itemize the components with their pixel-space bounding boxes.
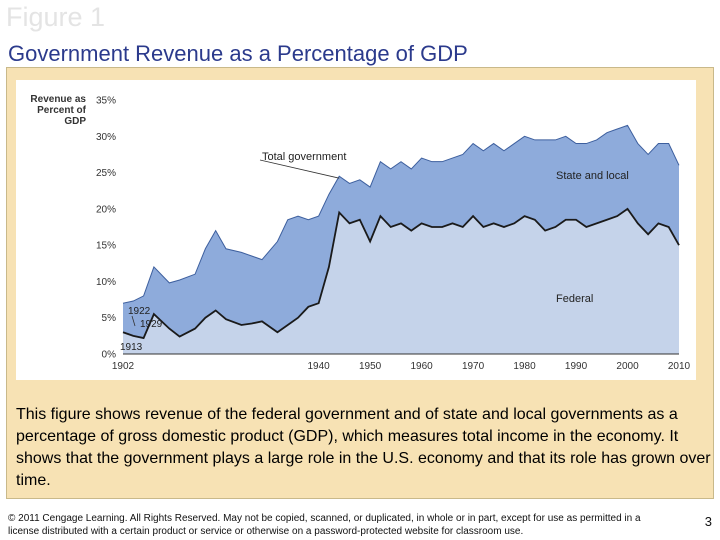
figure-label: Figure 1 bbox=[6, 2, 106, 32]
year-1922-leader-line bbox=[131, 315, 136, 327]
y-tick-label: 0% bbox=[102, 350, 117, 361]
x-tick-label: 1940 bbox=[308, 361, 331, 372]
page-number: 3 bbox=[704, 514, 712, 529]
total-government-leader-line bbox=[259, 159, 340, 179]
total-government-line bbox=[122, 124, 680, 304]
revenue-chart: 0% 5% 10% 15% 20% 25% 30% 35% 1902 1940 1950 1960 1… bbox=[16, 80, 696, 380]
state-and-local-label: State and local bbox=[556, 170, 629, 182]
y-tick-label: 10% bbox=[96, 277, 116, 288]
state-and-local-area bbox=[123, 125, 679, 339]
y-axis-ticks: 0% 5% 10% 15% 20% 25% 30% 35% bbox=[96, 96, 116, 361]
x-tick-label: 2000 bbox=[616, 361, 639, 372]
y-axis-label-line-3: GDP bbox=[64, 116, 86, 127]
copyright-footer: © 2011 Cengage Learning. All Rights Rese… bbox=[8, 513, 641, 537]
y-tick-label: 25% bbox=[96, 168, 116, 179]
y-axis-label-line-2: Percent of bbox=[37, 105, 87, 116]
x-tick-label: 2010 bbox=[668, 361, 691, 372]
x-tick-label: 1950 bbox=[359, 361, 382, 372]
y-tick-label: 5% bbox=[102, 313, 117, 324]
total-government-label: Total government bbox=[262, 151, 346, 163]
federal-label: Federal bbox=[556, 293, 593, 305]
x-tick-label: 1980 bbox=[513, 361, 536, 372]
x-tick-label: 1902 bbox=[112, 361, 135, 372]
y-tick-label: 20% bbox=[96, 204, 116, 215]
federal-line bbox=[122, 207, 680, 340]
x-axis-ticks: 1902 1940 1950 1960 1970 1980 1990 2000 2010 bbox=[112, 361, 691, 372]
year-1922-label: 1922 bbox=[128, 306, 151, 317]
x-tick-label: 1990 bbox=[565, 361, 588, 372]
year-1929-label: 1929 bbox=[140, 319, 163, 330]
y-tick-label: 35% bbox=[96, 96, 116, 107]
x-tick-label: 1970 bbox=[462, 361, 485, 372]
y-tick-label: 30% bbox=[96, 132, 116, 143]
federal-area bbox=[123, 208, 679, 354]
x-tick-label: 1960 bbox=[410, 361, 433, 372]
y-tick-label: 15% bbox=[96, 241, 116, 252]
figure-caption: This figure shows revenue of the federal… bbox=[16, 406, 711, 489]
slide-title: Government Revenue as a Percentage of GD… bbox=[8, 41, 468, 66]
y-axis-label-line-1: Revenue as bbox=[30, 94, 86, 105]
year-1913-label: 1913 bbox=[120, 342, 143, 353]
